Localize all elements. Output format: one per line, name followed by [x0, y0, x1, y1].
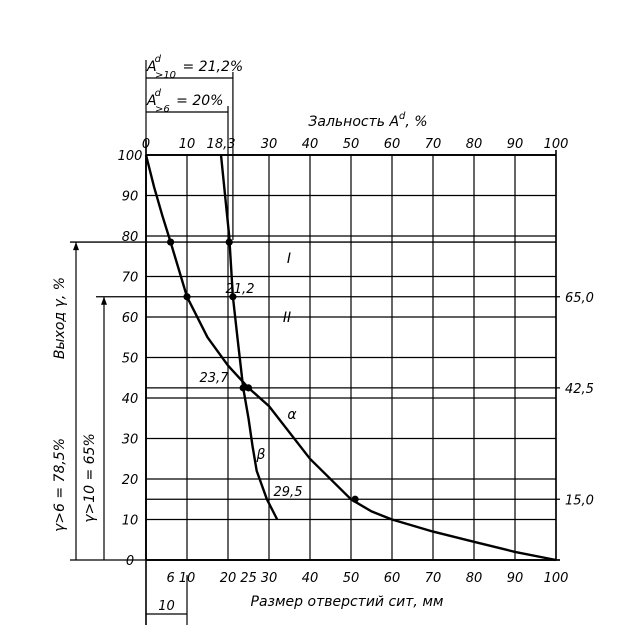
y-right-label-0: 65,0: [565, 291, 594, 306]
x-axis-title: Размер отверстий сит, мм: [251, 594, 444, 610]
y-tick-label-50: 50: [122, 352, 139, 367]
x-top-title-sup: d: [399, 111, 406, 122]
x-tick-label-100: 100: [544, 571, 569, 586]
a10-label-sup: d: [155, 54, 162, 65]
y-axis-title: Выход γ, %: [52, 277, 68, 359]
x-tick-label-80: 80: [466, 571, 483, 586]
x-top-tick-label-60: 60: [384, 137, 401, 152]
y-right-label-2: 15,0: [565, 493, 594, 508]
x-top-title-prefix: Зальность: [308, 114, 389, 130]
a6-label: Ad >6 = 20%: [146, 88, 223, 115]
y-tick-label-90: 90: [122, 190, 139, 205]
a10-label: Ad >10 = 21,2%: [146, 54, 243, 81]
x-top-tick-label-18,3: 18,3: [207, 137, 236, 152]
y-tick-label-30: 30: [122, 433, 139, 448]
curve-alpha: [144, 154, 557, 562]
data-point-0: [167, 238, 175, 246]
x-top-tick-label-30: 30: [261, 137, 278, 152]
a10-label-sub: >10: [155, 70, 176, 81]
x-tick-label-60: 60: [384, 571, 401, 586]
x-tick-label-70: 70: [425, 571, 442, 586]
beta-value-label-1: 23,7: [200, 371, 230, 386]
x-tick-label-6: 6: [166, 571, 174, 586]
dimension-lines: [70, 60, 234, 625]
x-top-tick-label-70: 70: [425, 137, 442, 152]
gamma6-label: γ>6 = 78,5%: [52, 438, 68, 532]
y-tick-label-20: 20: [122, 473, 139, 488]
region-I-label: I: [287, 251, 291, 267]
x-tick-label-30: 30: [261, 571, 278, 586]
x-tick-label-25: 25: [240, 571, 257, 586]
alpha-label: α: [287, 407, 297, 423]
dim-10-label: 10: [158, 599, 175, 614]
x-top-tick-label-90: 90: [507, 137, 524, 152]
x-top-title-var: A: [388, 114, 399, 130]
data-points: [167, 238, 359, 503]
data-point-5: [229, 293, 237, 301]
gamma10-label: γ>10 = 65%: [82, 433, 98, 523]
y-tick-label-60: 60: [122, 311, 139, 326]
x-top-tick-label-40: 40: [302, 137, 319, 152]
region-II-label: II: [283, 310, 291, 326]
arrow-gamma-1: [101, 296, 107, 305]
x-tick-label-40: 40: [302, 571, 319, 586]
x-top-tick-label-10: 10: [179, 137, 196, 152]
y-tick-label-70: 70: [122, 271, 139, 286]
data-point-6: [239, 384, 247, 392]
data-point-3: [351, 495, 359, 503]
data-point-4: [225, 238, 233, 246]
beta-label: β: [256, 447, 266, 463]
a6-label-var: A: [146, 93, 157, 109]
y-tick-label-100: 100: [118, 149, 143, 164]
a6-label-sub: >6: [155, 104, 170, 115]
x-top-tick-label-100: 100: [544, 137, 569, 152]
beta-value-label-2: 29,5: [274, 485, 303, 500]
y-right-label-1: 42,5: [565, 382, 594, 397]
y-tick-label-0: 0: [126, 554, 134, 569]
arrow-gamma-0: [73, 242, 79, 251]
x-top-tick-label-50: 50: [343, 137, 360, 152]
x-tick-label-50: 50: [343, 571, 360, 586]
grid: [70, 140, 560, 625]
a6-label-sup: d: [155, 88, 162, 99]
x-tick-label-10: 10: [179, 571, 196, 586]
a6-label-value: = 20%: [172, 93, 224, 109]
a10-label-value: = 21,2%: [178, 59, 243, 75]
x-tick-label-90: 90: [507, 571, 524, 586]
x-top-tick-label-0: 0: [142, 137, 150, 152]
y-tick-label-10: 10: [122, 514, 139, 529]
x-top-axis-title: Зальность Ad, %: [308, 111, 427, 130]
data-point-1: [183, 293, 191, 301]
x-top-title-suffix: , %: [405, 114, 427, 130]
x-top-tick-label-80: 80: [466, 137, 483, 152]
y-tick-label-80: 80: [122, 230, 139, 245]
x-tick-label-20: 20: [220, 571, 237, 586]
a10-label-var: A: [146, 59, 157, 75]
data-point-2: [244, 384, 253, 392]
beta-value-label-0: 21,2: [226, 282, 255, 297]
y-tick-label-40: 40: [122, 392, 139, 407]
